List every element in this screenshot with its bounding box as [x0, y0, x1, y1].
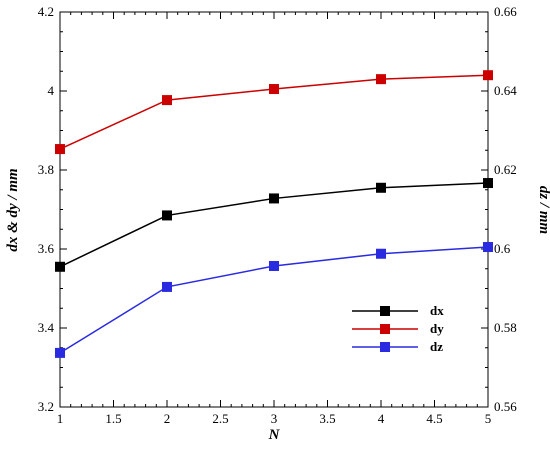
y2-axis-title: dz / mm [536, 186, 550, 234]
y-tick-label: 3.2 [38, 399, 54, 414]
x-axis-title: N [268, 427, 281, 443]
plot-frame [59, 11, 489, 408]
x-tick-label: 4 [378, 411, 385, 426]
legend-marker-dx [380, 306, 390, 316]
y2-tick-label: 0.58 [494, 320, 517, 335]
y2-tick-label: 0.66 [494, 4, 517, 19]
y2-tick-label: 0.62 [494, 162, 517, 177]
y-tick-label: 4.2 [38, 4, 54, 19]
data-point-dz [376, 248, 386, 259]
data-point-dy [269, 84, 279, 95]
data-point-dy [483, 70, 493, 81]
ticks-layer: 1 1.5 2 2.5 3 3.5 4 4.5 5 3.2 3.4 3.6 3.8 4 4.2 0.56 0.5… [38, 4, 518, 426]
y-tick-label: 3.8 [38, 162, 54, 177]
y2-tick-label: 0.6 [494, 241, 511, 256]
data-point-dz [483, 242, 493, 253]
y-tick-label: 3.4 [38, 320, 55, 335]
data-point-dy [55, 144, 65, 155]
legend-marker-dy [380, 324, 390, 334]
data-point-dy [376, 74, 386, 85]
x-tick-label: 3.5 [319, 411, 335, 426]
legend-marker-dz [380, 342, 390, 352]
x-tick-label: 4.5 [426, 411, 442, 426]
y2-tick-label: 0.56 [494, 399, 517, 414]
data-point-dx [376, 182, 386, 193]
y-tick-label: 4 [48, 83, 55, 98]
data-point-dz [55, 347, 65, 358]
legend-label-dx: dx [430, 303, 444, 318]
x-tick-label: 2 [164, 411, 171, 426]
y-tick-label: 3.6 [38, 241, 55, 256]
x-tick-label: 2.5 [212, 411, 228, 426]
legend: dx dy dz [352, 303, 444, 354]
data-point-dx [269, 193, 279, 204]
y2-tick-label: 0.64 [494, 83, 517, 98]
legend-label-dy: dy [430, 321, 444, 336]
x-tick-label: 5 [485, 411, 492, 426]
data-point-dz [269, 260, 279, 271]
data-point-dx [55, 261, 65, 272]
x-tick-label: 1.5 [105, 411, 121, 426]
data-point-dy [162, 95, 172, 106]
legend-label-dz: dz [430, 339, 443, 354]
x-tick-label: 3 [271, 411, 278, 426]
data-point-dx [483, 178, 493, 189]
y-axis-title: dx & dy / mm [5, 168, 21, 251]
data-point-dz [162, 281, 172, 292]
data-point-dx [162, 210, 172, 221]
x-tick-label: 1 [57, 411, 64, 426]
series-layer [55, 70, 493, 358]
